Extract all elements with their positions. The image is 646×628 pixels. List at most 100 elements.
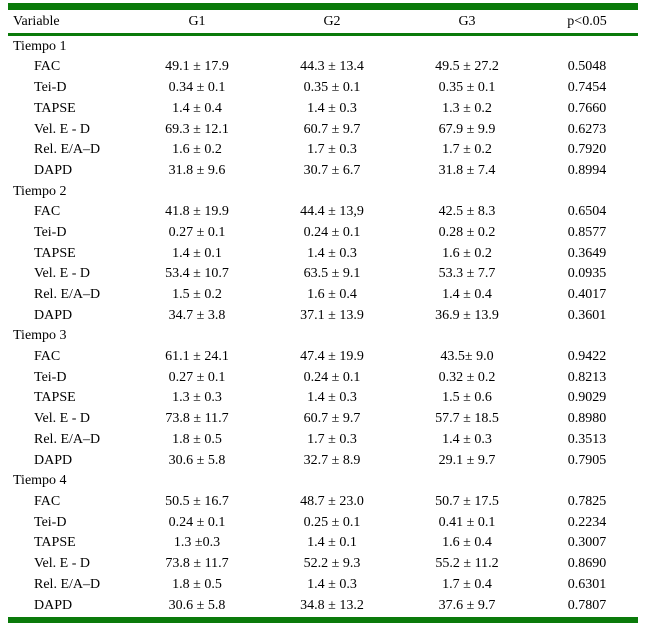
g1-value-cell: 34.7 ± 3.8 xyxy=(168,307,226,323)
g2-value-cell: 0.35 ± 0.1 xyxy=(303,80,361,96)
variable-cell: Tei-D xyxy=(34,224,67,240)
g2-value-cell: 44.4 ± 13,9 xyxy=(300,204,364,220)
variable-cell: TAPSE xyxy=(34,100,76,116)
table-row: Vel. E - D 73.8 ± 11.7 52.2 ± 9.3 55.2 ± 11… xyxy=(8,554,638,575)
g1-value-cell: 73.8 ± 11.7 xyxy=(165,555,229,571)
section-row: Tiempo 4 xyxy=(8,471,638,492)
g2-value-cell: 63.5 ± 9.1 xyxy=(303,266,361,282)
p-value-cell: 0.0935 xyxy=(567,266,607,282)
table-row: DAPD 31.8 ± 9.6 30.7 ± 6.7 31.8 ± 7.4 0.8994 xyxy=(8,161,638,182)
section-row: Tiempo 1 xyxy=(8,35,638,58)
p-value-cell: 0.8213 xyxy=(567,369,607,385)
p-value-cell: 0.3007 xyxy=(567,535,607,551)
g2-value-cell: 1.7 ± 0.3 xyxy=(307,142,357,158)
g1-value-cell: 1.8 ± 0.5 xyxy=(172,576,222,592)
table-row: Tei-D 0.27 ± 0.1 0.24 ± 0.1 0.28 ± 0.2 0.857… xyxy=(8,223,638,244)
g2-value-cell: 60.7 ± 9.7 xyxy=(303,411,361,427)
p-value-cell: 0.3601 xyxy=(567,307,607,323)
g3-value-cell: 0.35 ± 0.1 xyxy=(438,80,496,96)
g2-value-cell: 0.24 ± 0.1 xyxy=(303,224,361,240)
g1-value-cell: 1.8 ± 0.5 xyxy=(172,431,222,447)
g2-value-cell: 1.4 ± 0.3 xyxy=(307,390,357,406)
table-body: Tiempo 1 FAC 49.1 ± 17.9 44.3 ± 13.4 49.5 ± … xyxy=(8,35,638,621)
variable-cell: FAC xyxy=(34,493,61,509)
p-value-cell: 0.8577 xyxy=(567,224,607,240)
g3-value-cell: 1.6 ± 0.4 xyxy=(442,535,492,551)
table-row: TAPSE 1.4 ± 0.1 1.4 ± 0.3 1.6 ± 0.2 0.3649 xyxy=(8,243,638,264)
g3-value-cell: 0.41 ± 0.1 xyxy=(438,514,496,530)
g1-value-cell: 41.8 ± 19.9 xyxy=(165,204,229,220)
g1-value-cell: 30.6 ± 5.8 xyxy=(168,452,226,468)
g2-value-cell: 44.3 ± 13.4 xyxy=(300,59,364,75)
p-value-cell: 0.5048 xyxy=(567,59,607,75)
p-value-cell: 0.6301 xyxy=(567,576,607,592)
header-g3: G3 xyxy=(458,13,476,29)
table-row: Vel. E - D 69.3 ± 12.1 60.7 ± 9.7 67.9 ± 9.… xyxy=(8,119,638,140)
g1-value-cell: 69.3 ± 12.1 xyxy=(165,121,229,137)
g2-value-cell: 52.2 ± 9.3 xyxy=(303,555,361,571)
g3-value-cell: 1.6 ± 0.2 xyxy=(442,245,492,261)
g3-value-cell: 31.8 ± 7.4 xyxy=(438,162,496,178)
p-value-cell: 0.4017 xyxy=(567,287,607,303)
g1-value-cell: 53.4 ± 10.7 xyxy=(165,266,229,282)
variable-cell: Tei-D xyxy=(34,514,67,530)
table-row: Rel. E/A–D 1.8 ± 0.5 1.4 ± 0.3 1.7 ± 0.4 0.6… xyxy=(8,574,638,595)
section-title: Tiempo 2 xyxy=(13,183,67,199)
header-row: Variable G1 G2 G3 p<0.05 xyxy=(8,7,638,35)
p-value-cell: 0.7905 xyxy=(567,452,607,468)
header-variable: Variable xyxy=(13,13,60,29)
variable-cell: FAC xyxy=(34,349,61,365)
g2-value-cell: 32.7 ± 8.9 xyxy=(303,452,361,468)
g1-value-cell: 1.5 ± 0.2 xyxy=(172,287,222,303)
g2-value-cell: 1.4 ± 0.3 xyxy=(307,100,357,116)
table-row: Vel. E - D 73.8 ± 11.7 60.7 ± 9.7 57.7 ± 18… xyxy=(8,409,638,430)
g3-value-cell: 1.4 ± 0.3 xyxy=(442,431,492,447)
g2-value-cell: 1.4 ± 0.3 xyxy=(307,576,357,592)
g3-value-cell: 1.7 ± 0.2 xyxy=(442,142,492,158)
table-row: FAC 49.1 ± 17.9 44.3 ± 13.4 49.5 ± 27.2 0.50… xyxy=(8,57,638,78)
table-row: Tei-D 0.27 ± 0.1 0.24 ± 0.1 0.32 ± 0.2 0.821… xyxy=(8,367,638,388)
table-row: Tei-D 0.34 ± 0.1 0.35 ± 0.1 0.35 ± 0.1 0.745… xyxy=(8,78,638,99)
g1-value-cell: 73.8 ± 11.7 xyxy=(165,411,229,427)
g2-value-cell: 1.4 ± 0.3 xyxy=(307,245,357,261)
g2-value-cell: 30.7 ± 6.7 xyxy=(303,162,361,178)
g2-value-cell: 37.1 ± 13.9 xyxy=(300,307,364,323)
g1-value-cell: 0.27 ± 0.1 xyxy=(168,369,226,385)
table-row: FAC 61.1 ± 24.1 47.4 ± 19.9 43.5± 9.0 0.9422 xyxy=(8,347,638,368)
g1-value-cell: 30.6 ± 5.8 xyxy=(168,598,226,613)
g3-value-cell: 29.1 ± 9.7 xyxy=(438,452,496,468)
p-value-cell: 0.7920 xyxy=(567,142,607,158)
variable-cell: Vel. E - D xyxy=(34,411,90,427)
p-value-cell: 0.9029 xyxy=(567,390,607,406)
g3-value-cell: 1.5 ± 0.6 xyxy=(442,390,492,406)
variable-cell: TAPSE xyxy=(34,535,76,551)
g3-value-cell: 49.5 ± 27.2 xyxy=(435,59,499,75)
g1-value-cell: 1.4 ± 0.1 xyxy=(172,245,222,261)
p-value-cell: 0.7454 xyxy=(567,80,607,96)
table-row: Rel. E/A–D 1.5 ± 0.2 1.6 ± 0.4 1.4 ± 0.4 0.4… xyxy=(8,285,638,306)
g2-value-cell: 34.8 ± 13.2 xyxy=(300,598,364,613)
p-value-cell: 0.8690 xyxy=(567,555,607,571)
p-value-cell: 0.8994 xyxy=(567,162,607,178)
g3-value-cell: 57.7 ± 18.5 xyxy=(435,411,499,427)
g2-value-cell: 60.7 ± 9.7 xyxy=(303,121,361,137)
g3-value-cell: 53.3 ± 7.7 xyxy=(438,266,496,282)
p-value-cell: 0.8980 xyxy=(567,411,607,427)
g2-value-cell: 47.4 ± 19.9 xyxy=(300,349,364,365)
g1-value-cell: 50.5 ± 16.7 xyxy=(165,493,229,509)
g1-value-cell: 0.27 ± 0.1 xyxy=(168,224,226,240)
table-row: Tei-D 0.24 ± 0.1 0.25 ± 0.1 0.41 ± 0.1 0.223… xyxy=(8,512,638,533)
table-row: DAPD 34.7 ± 3.8 37.1 ± 13.9 36.9 ± 13.9 0.36… xyxy=(8,305,638,326)
table-header: Variable G1 G2 G3 p<0.05 xyxy=(8,7,638,35)
g2-value-cell: 0.25 ± 0.1 xyxy=(303,514,361,530)
g3-value-cell: 0.28 ± 0.2 xyxy=(438,224,496,240)
variable-cell: Rel. E/A–D xyxy=(34,142,101,158)
p-value-cell: 0.7807 xyxy=(567,598,607,613)
table-row: DAPD 30.6 ± 5.8 32.7 ± 8.9 29.1 ± 9.7 0.7905 xyxy=(8,450,638,471)
g1-value-cell: 1.6 ± 0.2 xyxy=(172,142,222,158)
p-value-cell: 0.9422 xyxy=(567,349,607,365)
table-row: TAPSE 1.3 ±0.3 1.4 ± 0.1 1.6 ± 0.4 0.3007 xyxy=(8,533,638,554)
header-g1: G1 xyxy=(188,13,206,29)
p-value-cell: 0.6504 xyxy=(567,204,607,220)
variable-cell: TAPSE xyxy=(34,390,76,406)
